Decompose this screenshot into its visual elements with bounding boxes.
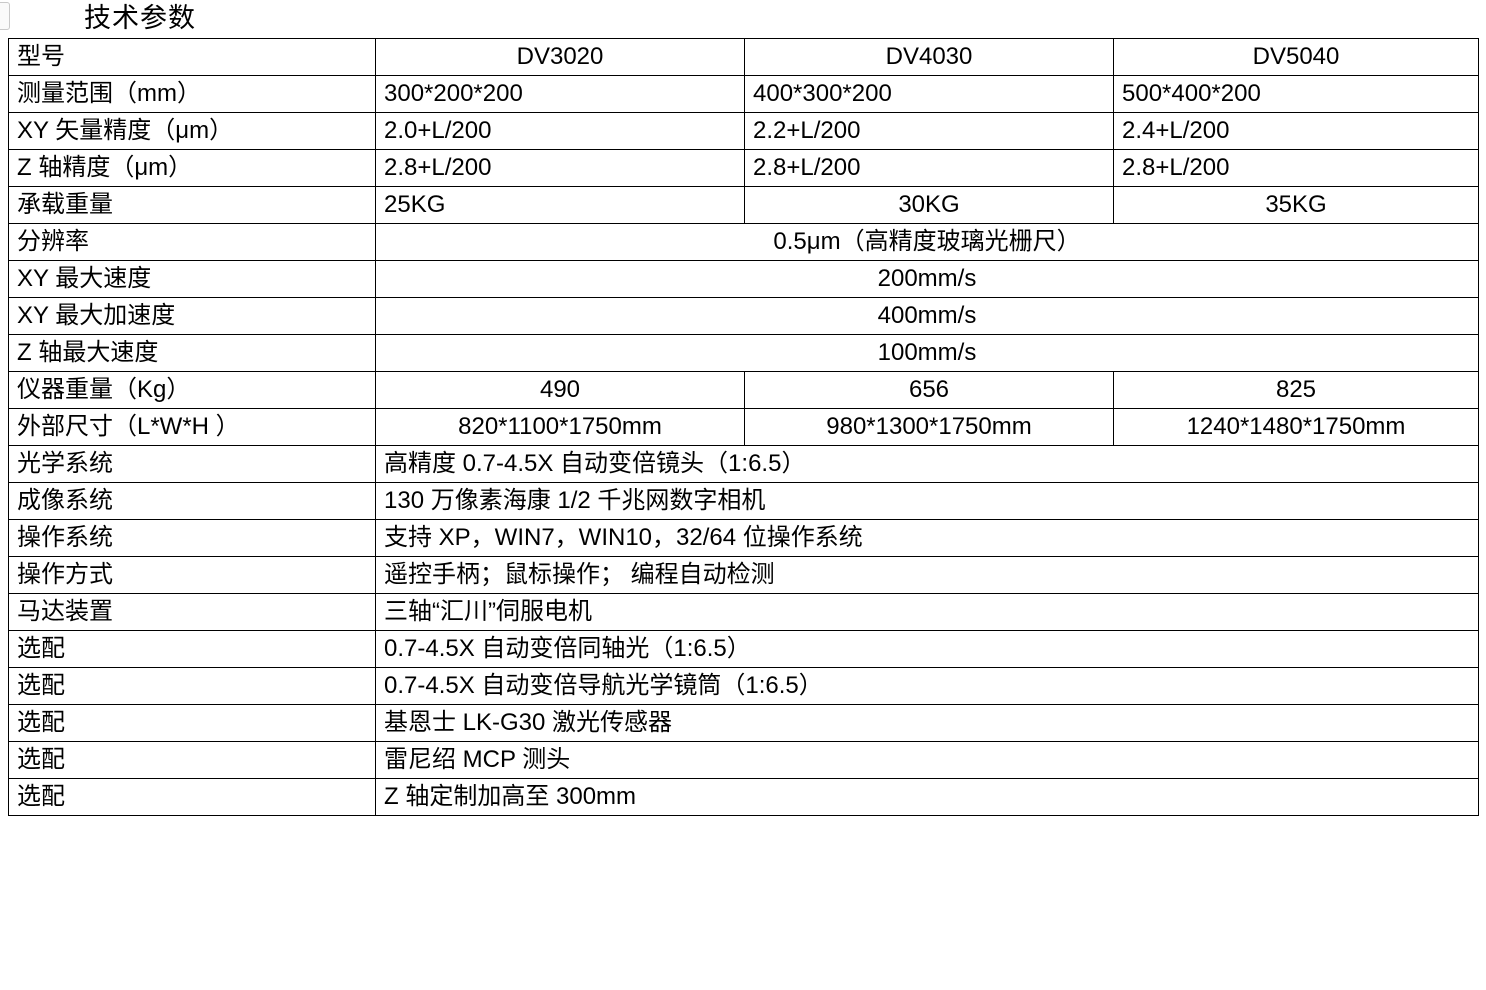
row-label: 成像系统 [8, 482, 376, 520]
table-row: 光学系统 高精度 0.7-4.5X 自动变倍镜头（1:6.5） [8, 445, 1479, 483]
row-label: 外部尺寸（L*W*H ） [8, 408, 376, 446]
row-label: 选配 [8, 704, 376, 742]
table-row: XY 矢量精度（μm） 2.0+L/200 2.2+L/200 2.4+L/200 [8, 112, 1479, 150]
row-label: Z 轴最大速度 [8, 334, 376, 372]
table-cell: 400*300*200 [744, 75, 1114, 113]
row-label: 承载重量 [8, 186, 376, 224]
table-row: 成像系统 130 万像素海康 1/2 千兆网数字相机 [8, 482, 1479, 520]
row-label: 选配 [8, 630, 376, 668]
row-label: 测量范围（mm） [8, 75, 376, 113]
table-row: Z 轴精度（μm） 2.8+L/200 2.8+L/200 2.8+L/200 [8, 149, 1479, 187]
table-cell: 雷尼绍 MCP 测头 [375, 741, 1479, 779]
table-cell: 1240*1480*1750mm [1113, 408, 1479, 446]
table-row: 选配 0.7-4.5X 自动变倍导航光学镜筒（1:6.5） [8, 667, 1479, 705]
table-cell: 980*1300*1750mm [744, 408, 1114, 446]
row-label: 马达装置 [8, 593, 376, 631]
table-cell: 200mm/s [375, 260, 1479, 298]
table-cell: 400mm/s [375, 297, 1479, 335]
table-row: XY 最大速度 200mm/s [8, 260, 1479, 298]
table-row: 仪器重量（Kg） 490 656 825 [8, 371, 1479, 409]
table-row: 分辨率 0.5μm（高精度玻璃光栅尺） [8, 223, 1479, 261]
table-cell: 0.7-4.5X 自动变倍同轴光（1:6.5） [375, 630, 1479, 668]
table-body: 型号 DV3020 DV4030 DV5040 测量范围（mm） 300*200*200 4… [8, 38, 1479, 816]
row-label: 操作方式 [8, 556, 376, 594]
table-cell: 三轴“汇川”伺服电机 [375, 593, 1479, 631]
row-label: 分辨率 [8, 223, 376, 261]
table-cell: 100mm/s [375, 334, 1479, 372]
table-cell: 825 [1113, 371, 1479, 409]
page-title: 技术参数 [84, 3, 196, 33]
table-row: 型号 DV3020 DV4030 DV5040 [8, 38, 1479, 76]
table-cell: 490 [375, 371, 745, 409]
table-cell: 0.7-4.5X 自动变倍导航光学镜筒（1:6.5） [375, 667, 1479, 705]
row-label: XY 矢量精度（μm） [8, 112, 376, 150]
row-label: 选配 [8, 741, 376, 779]
row-label: 仪器重量（Kg） [8, 371, 376, 409]
table-cell: 支持 XP，WIN7，WIN10，32/64 位操作系统 [375, 519, 1479, 557]
table-row: XY 最大加速度 400mm/s [8, 297, 1479, 335]
table-row: 选配 Z 轴定制加高至 300mm [8, 778, 1479, 816]
row-label: 操作系统 [8, 519, 376, 557]
table-cell: Z 轴定制加高至 300mm [375, 778, 1479, 816]
row-label: Z 轴精度（μm） [8, 149, 376, 187]
table-cell: 35KG [1113, 186, 1479, 224]
table-row: 测量范围（mm） 300*200*200 400*300*200 500*400*20… [8, 75, 1479, 113]
row-label: XY 最大速度 [8, 260, 376, 298]
table-cell: 2.8+L/200 [375, 149, 745, 187]
table-row: 马达装置 三轴“汇川”伺服电机 [8, 593, 1479, 631]
table-cell: 基恩士 LK-G30 激光传感器 [375, 704, 1479, 742]
table-cell: 0.5μm（高精度玻璃光栅尺） [375, 223, 1479, 261]
corner-handle-icon [0, 2, 10, 30]
table-cell: 遥控手柄；鼠标操作； 编程自动检测 [375, 556, 1479, 594]
table-cell: 高精度 0.7-4.5X 自动变倍镜头（1:6.5） [375, 445, 1479, 483]
table-cell: 2.2+L/200 [744, 112, 1114, 150]
table-cell: 130 万像素海康 1/2 千兆网数字相机 [375, 482, 1479, 520]
technical-parameters-table: 型号 DV3020 DV4030 DV5040 测量范围（mm） 300*200*200 4… [8, 38, 1479, 816]
table-cell: 2.0+L/200 [375, 112, 745, 150]
table-cell: DV4030 [744, 38, 1114, 76]
table-cell: 300*200*200 [375, 75, 745, 113]
table-cell: 2.8+L/200 [744, 149, 1114, 187]
table-row: 选配 基恩士 LK-G30 激光传感器 [8, 704, 1479, 742]
table-cell: DV3020 [375, 38, 745, 76]
table-cell: 820*1100*1750mm [375, 408, 745, 446]
table-row: 承载重量 25KG 30KG 35KG [8, 186, 1479, 224]
table-cell: DV5040 [1113, 38, 1479, 76]
table-cell: 500*400*200 [1113, 75, 1479, 113]
table-cell: 30KG [744, 186, 1114, 224]
row-label: 型号 [8, 38, 376, 76]
row-label: 选配 [8, 667, 376, 705]
table-cell: 656 [744, 371, 1114, 409]
table-cell: 2.8+L/200 [1113, 149, 1479, 187]
table-row: 选配 雷尼绍 MCP 测头 [8, 741, 1479, 779]
table-row: 操作系统 支持 XP，WIN7，WIN10，32/64 位操作系统 [8, 519, 1479, 557]
table-cell: 25KG [375, 186, 745, 224]
table-row: 操作方式 遥控手柄；鼠标操作； 编程自动检测 [8, 556, 1479, 594]
table-row: Z 轴最大速度 100mm/s [8, 334, 1479, 372]
table-cell: 2.4+L/200 [1113, 112, 1479, 150]
table-row: 选配 0.7-4.5X 自动变倍同轴光（1:6.5） [8, 630, 1479, 668]
row-label: 选配 [8, 778, 376, 816]
row-label: 光学系统 [8, 445, 376, 483]
row-label: XY 最大加速度 [8, 297, 376, 335]
table-row: 外部尺寸（L*W*H ） 820*1100*1750mm 980*1300*1750… [8, 408, 1479, 446]
